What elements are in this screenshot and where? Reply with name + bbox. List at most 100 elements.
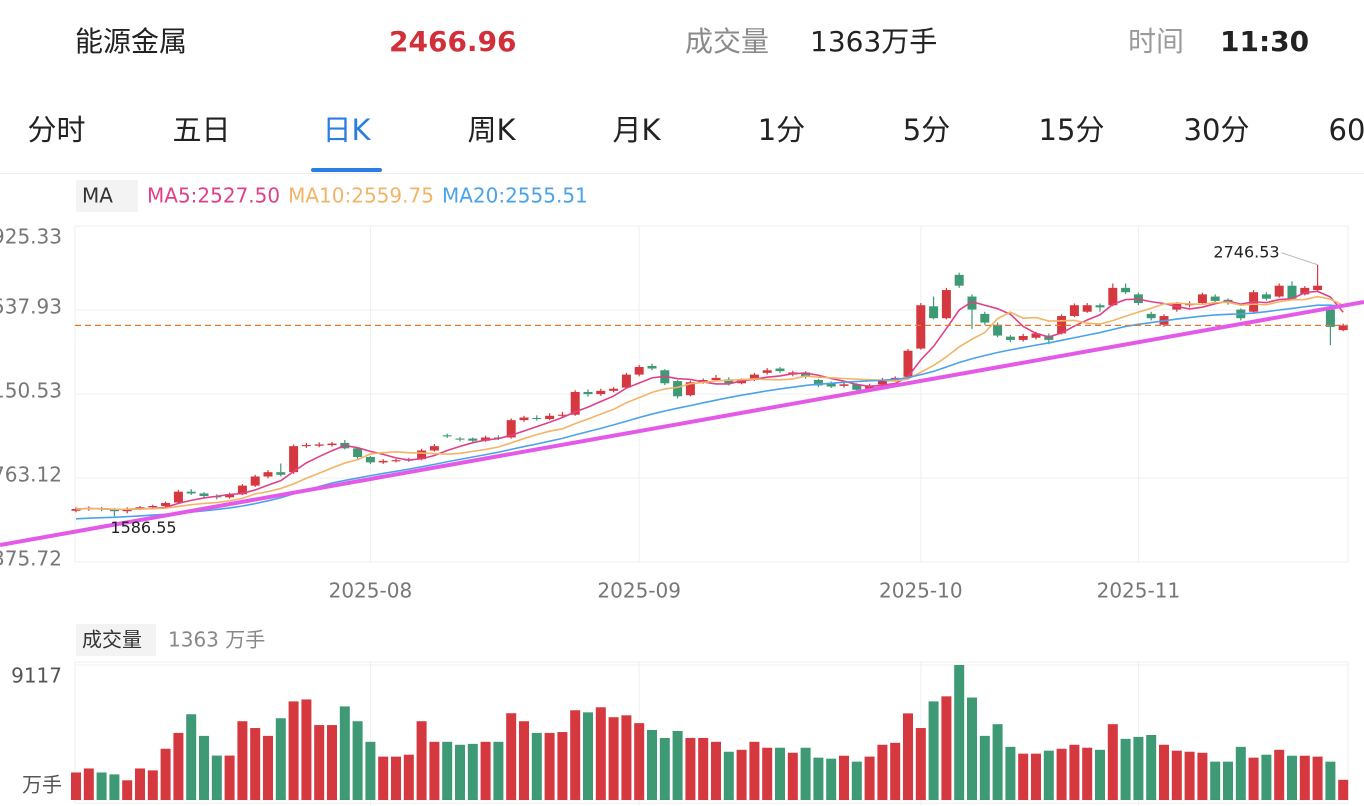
volume-bar [391,756,401,800]
volume-bar [647,729,657,800]
volume-bar [1171,750,1182,800]
volume-bar [288,701,299,800]
volume-bar [954,665,965,800]
volume-bar [275,718,286,800]
candle-body [1057,316,1067,334]
candle-body [1031,333,1041,338]
candle-body [250,476,260,486]
candle-body [353,448,363,457]
volume-bar [890,742,901,800]
candle-body [609,388,619,391]
volume-bar [1197,752,1208,800]
tab[interactable]: 五日 [172,113,231,147]
legend-title: MA [82,184,113,208]
volume-bar [1325,761,1336,800]
candle-body [225,494,235,498]
legend-entry: MA10:2559.75 [288,184,434,208]
volume-bar [160,748,171,800]
trend-line [0,300,1364,547]
volume-bar [544,732,555,800]
candle-body [71,509,81,511]
tab[interactable]: 月K [612,113,661,147]
volume-bar [506,713,517,800]
candle-body [1044,335,1054,340]
volume-bar [199,735,209,800]
volume-bar [122,780,133,800]
volume-bar [480,741,491,800]
candle-body [327,443,337,446]
candle-body [1121,287,1131,293]
candle-body [775,368,785,372]
tab[interactable]: 60分 [1328,113,1364,147]
volume-bar [967,697,977,800]
tab[interactable]: 1分 [757,113,806,147]
volume-bar [1184,751,1195,800]
tab[interactable]: 30分 [1183,113,1250,147]
candle-body [954,274,964,286]
volume-bar [992,724,1003,800]
y-tick-label: 2537.93 [0,294,62,318]
candle-body [1197,294,1207,304]
candle-body [148,505,158,508]
candle-body [839,384,849,386]
candle-body [621,374,631,388]
candle-body [1313,285,1323,291]
x-tick-label: 2025-08 [329,579,413,603]
candle-body [1287,285,1297,299]
candle-body [762,370,772,373]
volume-bar [928,701,939,800]
candle-body [1146,313,1156,319]
candle-body [1095,305,1105,308]
candle-body [276,472,286,475]
candle-body [852,384,862,390]
tab[interactable]: 周K [467,113,516,147]
volume-bar [250,728,261,800]
candle-body [596,390,606,395]
tab[interactable]: 15分 [1038,113,1105,147]
volume-bar [1210,761,1221,800]
volume-bar [903,713,913,800]
candle-body [545,415,555,420]
legend-box [76,624,156,656]
candle-body [1069,305,1079,317]
volume-bar [979,735,990,800]
volume-bar [455,744,465,800]
candle-body [1005,336,1015,340]
tab[interactable]: 5分 [902,113,951,147]
volume-bar [621,715,632,800]
volume-bar [595,707,606,800]
volume-bar [416,721,427,800]
candle-body [737,380,747,384]
candle-body [135,507,145,509]
volume-bar [493,741,504,800]
candle-body [186,491,196,494]
ma-line [75,304,1344,520]
candle-body [711,377,721,381]
volume-bar [1287,755,1297,800]
candle-body [993,324,1003,336]
candle-body [749,374,759,381]
volume-bar [378,756,389,800]
candle-body [263,472,273,477]
candle-body [698,380,708,383]
volume-title: 成交量 [82,628,142,652]
volume-bar [787,752,798,800]
candle-body [1300,287,1310,295]
volume-bar [83,768,94,800]
volume-bar [634,723,645,800]
volume-bar [915,728,926,800]
candle-body [1261,294,1271,299]
tab[interactable]: 分时 [27,113,86,147]
tab[interactable]: 日K [274,88,419,172]
candle-body [724,379,734,384]
volume-bar [1235,746,1246,800]
volume-bar [147,770,158,800]
candle-body [1210,296,1220,301]
candle-body [634,367,644,375]
volume-bar [685,737,696,800]
volume-subtitle: 1363 万手 [168,628,265,652]
candle-body [109,509,119,512]
volume-bar [570,710,581,800]
y-tick-label: 9117 [11,664,62,688]
candle-body [506,420,516,438]
